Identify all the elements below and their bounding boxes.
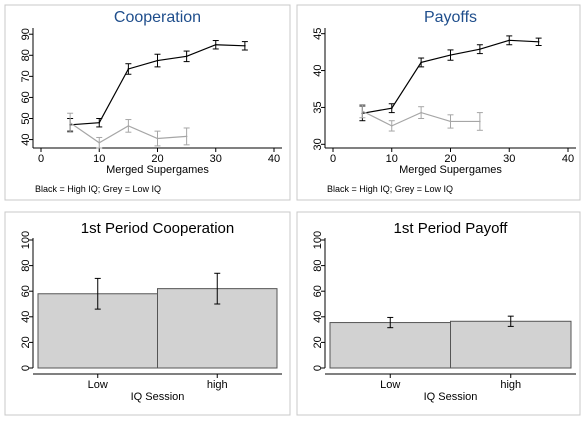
x-axis-label: IQ Session: [131, 391, 185, 403]
chart-title: 1st Period Payoff: [394, 220, 509, 237]
chart-title: 1st Period Cooperation: [81, 220, 234, 237]
x-tick-label: 40: [562, 153, 574, 165]
data-point: [361, 110, 364, 112]
y-tick-label: 60: [20, 285, 32, 297]
data-point: [420, 111, 422, 114]
data-point: [127, 125, 130, 127]
data-point: [508, 39, 511, 42]
x-tick-label: Low: [88, 379, 108, 391]
x-axis-label: IQ Session: [424, 391, 478, 403]
data-point: [98, 121, 101, 124]
y-tick-label: 20: [312, 336, 324, 348]
series-low-iq: [67, 112, 190, 149]
data-point: [244, 45, 246, 47]
data-point: [185, 135, 188, 138]
panel-frame: [296, 4, 581, 201]
y-tick-label: 80: [312, 259, 324, 271]
bar-low: [329, 322, 451, 369]
x-tick-label: Low: [380, 379, 400, 391]
series-note: Black = High IQ; Grey = Low IQ: [327, 184, 453, 194]
x-tick-label: 10: [386, 153, 398, 165]
y-tick-label: 40: [20, 311, 32, 323]
y-tick-label: 50: [20, 112, 32, 124]
x-tick-label: 10: [93, 153, 105, 165]
data-point: [479, 120, 481, 123]
data-point: [156, 59, 159, 62]
y-tick-label: 80: [20, 259, 32, 271]
y-tick-label: 40: [312, 311, 324, 323]
data-point: [390, 107, 393, 109]
data-point: [214, 43, 217, 46]
y-tick-label: 0: [312, 365, 324, 371]
data-point: [390, 125, 393, 127]
series-note: Black = High IQ; Grey = Low IQ: [35, 184, 161, 194]
panel-frame: [4, 4, 291, 201]
data-point: [449, 54, 452, 56]
y-tick-label: 20: [20, 336, 32, 348]
y-tick-label: 100: [312, 231, 324, 249]
chart-panel-2: Payoffs 30 35 40 45 0 10 20 30 40 Merged Supergame…: [296, 4, 581, 201]
y-tick-label: 100: [20, 231, 32, 249]
bar-high: [450, 320, 572, 369]
x-tick-label: 0: [38, 153, 44, 165]
data-point: [479, 48, 481, 50]
y-tick-label: 90: [20, 28, 32, 40]
chart-title: Cooperation: [114, 9, 201, 26]
x-tick-label: high: [207, 379, 228, 391]
y-tick-label: 40: [20, 133, 32, 145]
x-axis-label: Merged Supergames: [399, 164, 502, 176]
data-point: [69, 121, 71, 124]
data-point: [449, 120, 452, 123]
x-tick-label: 0: [330, 153, 336, 165]
x-tick-label: 40: [268, 153, 280, 165]
x-tick-label: 30: [503, 153, 515, 165]
y-tick-label: 35: [312, 101, 324, 113]
chart-title: Payoffs: [424, 9, 477, 26]
data-point: [156, 137, 159, 140]
series-high-iq: [67, 40, 248, 132]
y-tick-label: 45: [312, 28, 324, 40]
series-low-iq: [359, 103, 483, 132]
x-tick-label: 20: [444, 153, 456, 165]
y-tick-label: 40: [312, 64, 324, 76]
data-point: [185, 55, 188, 58]
x-axis-label: Merged Supergames: [106, 164, 209, 176]
y-tick-label: 60: [20, 91, 32, 103]
chart-panel-3: 1st Period Cooperation 0 20 40 60 80 100 Low hig…: [4, 211, 291, 416]
panel-frame: [296, 211, 581, 416]
x-tick-label: high: [500, 379, 521, 391]
data-point: [98, 141, 101, 144]
x-tick-label: 30: [210, 153, 222, 165]
chart-panel-1: Cooperation 40 50 60 70 80 90 0 10 20 30 40 Merged S…: [4, 4, 291, 201]
y-tick-label: 30: [312, 138, 324, 150]
data-point: [420, 61, 422, 64]
chart-panel-4: 1st Period Payoff 0 20 40 60 80 100 Low high IQ S…: [296, 211, 581, 416]
y-tick-label: 80: [20, 49, 32, 61]
y-tick-label: 70: [20, 70, 32, 82]
series-high-iq: [359, 35, 542, 122]
y-tick-label: 0: [20, 365, 32, 371]
y-tick-label: 60: [312, 285, 324, 297]
data-point: [127, 68, 130, 70]
x-tick-label: 20: [151, 153, 163, 165]
data-point: [537, 41, 540, 43]
